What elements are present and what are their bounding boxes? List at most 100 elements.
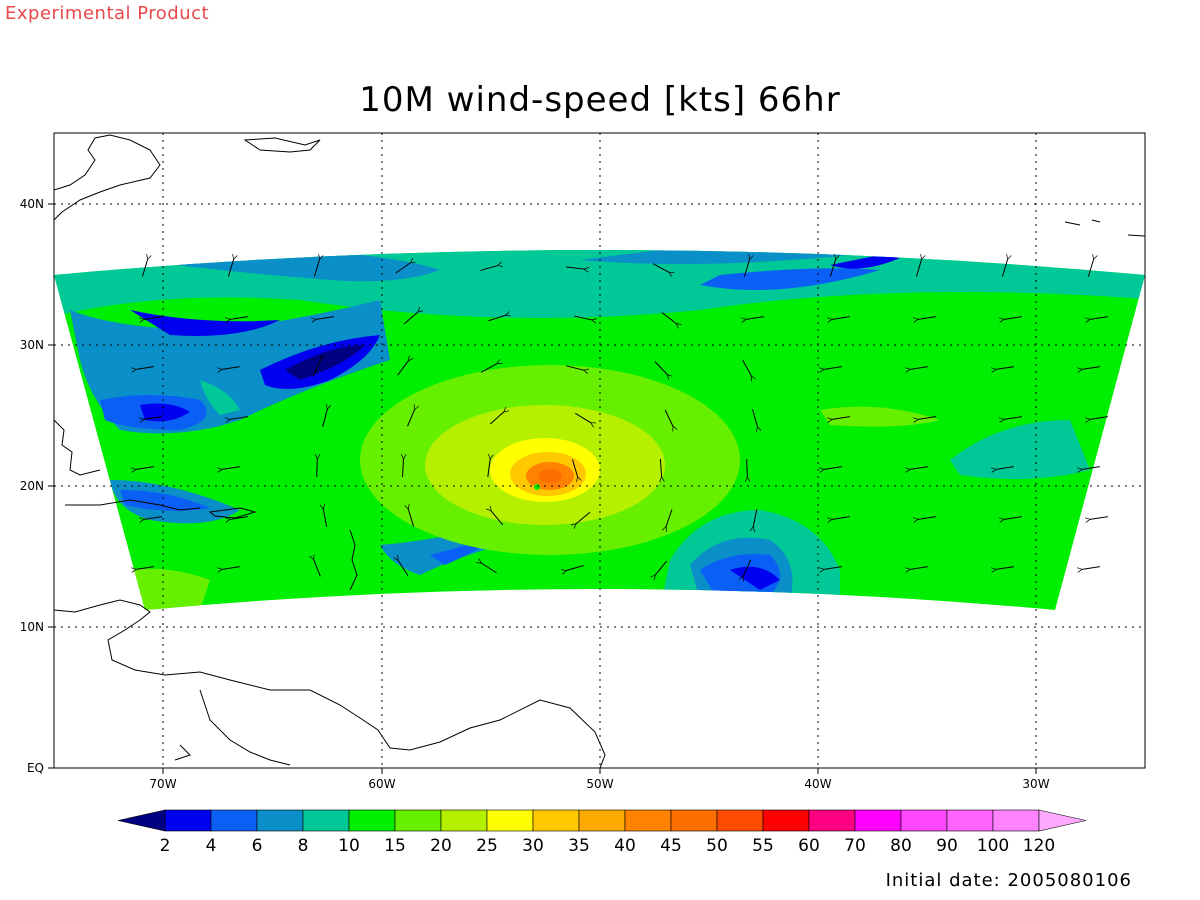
wind-arrow	[1090, 516, 1108, 520]
colorbar-right-arrow	[1038, 809, 1087, 832]
wind-arrow	[918, 516, 936, 520]
wind-field	[54, 250, 1145, 610]
wind-arrow	[566, 266, 584, 269]
wind-arrow	[1087, 259, 1093, 277]
colorbar-swatch	[348, 809, 396, 832]
wind-arrow	[824, 566, 842, 570]
wind-arrow	[489, 412, 504, 425]
y-axis-label-eq: EQ	[27, 761, 44, 775]
wind-arrow	[403, 312, 418, 325]
colorbar-label: 100	[977, 836, 1009, 856]
x-axis-label-60w: 60W	[368, 777, 395, 791]
wind-arrow	[397, 361, 409, 376]
wind-arrow	[753, 509, 758, 527]
wind-arrow	[1082, 366, 1100, 370]
wind-arrow	[230, 516, 248, 520]
wind-arrow	[824, 466, 842, 470]
colorbar: 2 4 6 8 10 15 20 25 30 35 40 45 50 55 60 70 80 90 100 120	[117, 809, 1087, 856]
wind-arrow	[666, 509, 673, 526]
wind-arrow	[316, 316, 334, 320]
colorbar-swatch	[762, 809, 810, 832]
wind-arrow	[910, 566, 928, 570]
grid-lines	[54, 133, 1145, 768]
y-axis-label-40n: 40N	[20, 197, 44, 211]
wind-arrow	[230, 416, 248, 420]
wind-arrow	[918, 416, 936, 420]
wind-arrow	[136, 566, 154, 570]
wind-vectors	[136, 259, 1108, 576]
wind-arrow	[660, 458, 661, 477]
y-axis-label-30n: 30N	[20, 338, 44, 352]
wind-arrow	[313, 259, 319, 277]
wind-arrow	[141, 259, 147, 277]
wind-arrow	[742, 359, 752, 376]
wind-arrow	[664, 409, 673, 426]
wind-arrow	[575, 412, 590, 422]
wind-arrow	[746, 316, 764, 320]
wind-arrow	[743, 559, 752, 576]
wind-arrow	[144, 416, 162, 420]
wind-arrow	[571, 459, 577, 476]
wind-arrow	[654, 361, 667, 374]
wind-arrow	[317, 459, 318, 478]
colorbar-label: 70	[844, 836, 866, 856]
wind-arrow	[408, 509, 415, 527]
wind-arrow	[1004, 516, 1022, 520]
colorbar-label: 120	[1023, 836, 1055, 856]
wind-arrow	[574, 315, 592, 320]
wind-arrow	[1004, 416, 1022, 420]
colorbar-swatch	[900, 809, 948, 832]
wind-arrow	[144, 316, 162, 320]
colorbar-label: 4	[206, 836, 217, 856]
colorbar-swatch	[210, 809, 258, 832]
colorbar-swatch	[716, 809, 764, 832]
wind-arrow	[480, 266, 497, 271]
wind-arrow	[480, 364, 497, 373]
wind-arrow	[832, 516, 850, 520]
colorbar-label: 55	[752, 836, 774, 856]
colorbar-swatch	[946, 809, 994, 832]
colorbar-swatch	[486, 809, 534, 832]
wind-arrow	[566, 365, 583, 370]
colorbar-label: 60	[798, 836, 820, 856]
wind-arrow	[222, 566, 240, 570]
wind-arrow	[832, 416, 850, 420]
colorbar-swatch	[394, 809, 442, 832]
wind-arrow	[1090, 316, 1108, 320]
colorbar-label: 6	[252, 836, 263, 856]
colorbar-label: 50	[706, 836, 728, 856]
wind-arrow	[403, 459, 404, 478]
wind-arrow	[747, 458, 748, 477]
wind-arrow	[1082, 466, 1100, 470]
wind-arrow	[829, 259, 835, 277]
wind-arrow	[996, 566, 1014, 570]
y-axis-label-10n: 10N	[20, 620, 44, 634]
wind-arrow	[398, 560, 409, 576]
colorbar-swatch	[256, 809, 304, 832]
colorbar-swatch	[302, 809, 350, 832]
wind-arrow	[227, 259, 233, 277]
wind-arrow	[136, 366, 154, 370]
coastlines	[54, 134, 1145, 768]
x-axis-label-70w: 70W	[149, 777, 176, 791]
colorbar-label: 15	[384, 836, 406, 856]
wind-arrow	[407, 410, 414, 427]
wind-arrow	[481, 563, 497, 574]
colorbar-label: 8	[298, 836, 309, 856]
colorbar-swatch	[532, 809, 580, 832]
initial-date-label: Initial date: 2005080106	[885, 870, 1132, 891]
colorbar-label: 45	[660, 836, 682, 856]
wind-arrow	[1004, 316, 1022, 320]
wind-arrow	[395, 263, 411, 274]
colorbar-label: 40	[614, 836, 636, 856]
wind-arrow	[910, 466, 928, 470]
x-axis-label-40w: 40W	[804, 777, 831, 791]
x-axis-label-50w: 50W	[586, 777, 613, 791]
wind-arrow	[743, 259, 749, 277]
y-axis-label-20n: 20N	[20, 479, 44, 493]
map-title: 10M wind-speed [kts] 66hr	[359, 80, 841, 120]
wind-arrow	[1001, 259, 1007, 277]
wind-arrow	[491, 511, 504, 526]
colorbar-swatch	[624, 809, 672, 832]
